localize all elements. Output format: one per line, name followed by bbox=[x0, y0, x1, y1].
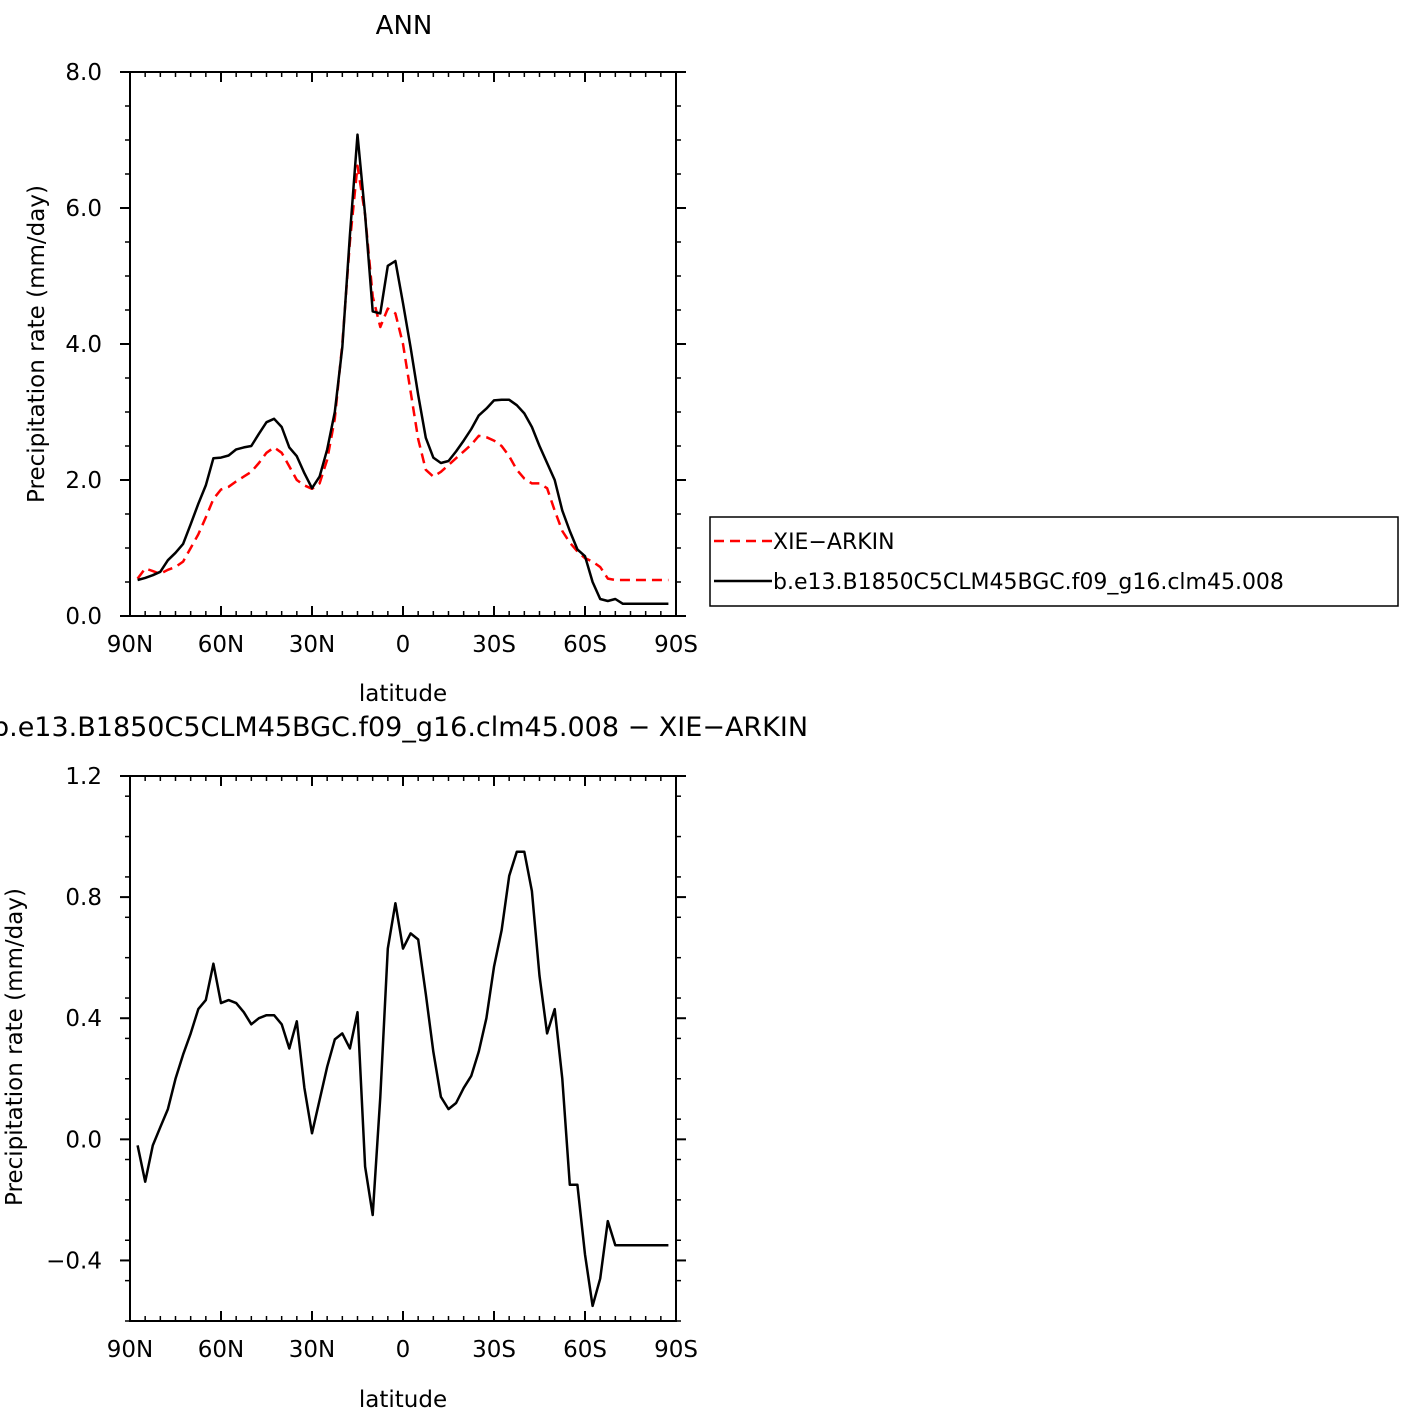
top-series-lines bbox=[136, 133, 669, 606]
x-tick-label: 90S bbox=[654, 632, 698, 658]
x-tick-label: 60N bbox=[198, 1337, 244, 1363]
series-line-0-1 bbox=[137, 133, 669, 606]
top-axis-ticks: 90N 60N 30N 0 30S 60S 90S 0.0 2.0 4.0 6.0 8.0 bbox=[65, 60, 698, 658]
x-tick-label: 0 bbox=[396, 632, 411, 658]
y-tick-label: −0.4 bbox=[46, 1248, 102, 1274]
legend: XIE−ARKIN b.e13.B1850C5CLM45BGC.f09_g16.… bbox=[709, 516, 1399, 607]
legend-box bbox=[709, 516, 1399, 607]
bottom-axis-ticks: 90N 60N 30N 0 30S 60S 90S −0.4 0.0 0.4 0.8 1.2 bbox=[46, 764, 698, 1363]
y-tick-label: 6.0 bbox=[65, 196, 102, 222]
top-chart-title: ANN bbox=[376, 11, 433, 41]
x-tick-label: 0 bbox=[396, 1337, 411, 1363]
legend-label-model: b.e13.B1850C5CLM45BGC.f09_g16.clm45.008 bbox=[773, 570, 1284, 595]
series-line-1-0 bbox=[136, 850, 669, 1308]
x-tick-label: 30N bbox=[289, 1337, 335, 1363]
x-tick-label: 90S bbox=[654, 1337, 698, 1363]
top-plot-frame bbox=[129, 71, 677, 617]
y-tick-label: 8.0 bbox=[65, 60, 102, 86]
y-tick-label: 0.0 bbox=[65, 1127, 102, 1153]
y-tick-label: 1.2 bbox=[65, 764, 102, 790]
top-panel: ANN Precipitation rate (mm/day) latitude… bbox=[24, 11, 698, 707]
bottom-series-lines bbox=[136, 850, 669, 1308]
x-tick-label: 90N bbox=[107, 1337, 153, 1363]
y-tick-label: 0.0 bbox=[65, 604, 102, 630]
y-tick-label: 2.0 bbox=[65, 468, 102, 494]
x-tick-label: 60S bbox=[563, 632, 607, 658]
x-tick-label: 30N bbox=[289, 632, 335, 658]
bottom-plot-frame bbox=[129, 775, 677, 1322]
x-tick-label: 30S bbox=[472, 1337, 516, 1363]
x-tick-label: 30S bbox=[472, 632, 516, 658]
top-y-axis-label: Precipitation rate (mm/day) bbox=[24, 185, 50, 503]
bottom-chart-title: b.e13.B1850C5CLM45BGC.f09_g16.clm45.008 … bbox=[0, 712, 808, 743]
x-tick-label: 60N bbox=[198, 632, 244, 658]
bottom-x-axis-label: latitude bbox=[359, 1387, 447, 1413]
y-tick-label: 0.4 bbox=[65, 1006, 102, 1032]
y-tick-label: 4.0 bbox=[65, 332, 102, 358]
x-tick-label: 60S bbox=[563, 1337, 607, 1363]
top-x-axis-label: latitude bbox=[359, 681, 447, 707]
y-tick-label: 0.8 bbox=[65, 885, 102, 911]
x-tick-label: 90N bbox=[107, 632, 153, 658]
series-line-0-0 bbox=[136, 164, 669, 582]
legend-label-xie-arkin: XIE−ARKIN bbox=[773, 530, 895, 555]
bottom-y-axis-label: Precipitation rate (mm/day) bbox=[2, 888, 28, 1206]
bottom-panel: b.e13.B1850C5CLM45BGC.f09_g16.clm45.008 … bbox=[0, 712, 808, 1413]
